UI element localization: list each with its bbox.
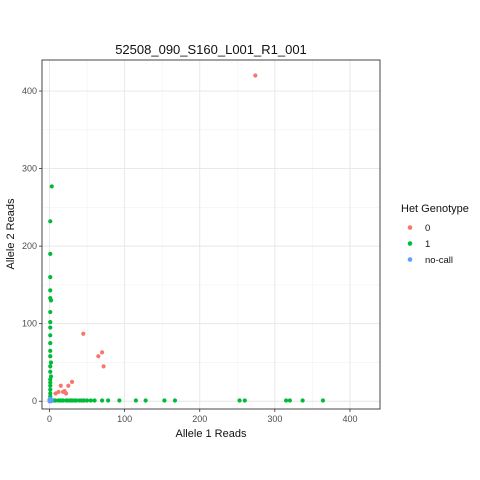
x-tick-label: 100: [117, 414, 132, 424]
data-point: [92, 398, 97, 403]
data-point: [48, 309, 53, 315]
data-point: [53, 391, 58, 396]
data-point: [48, 288, 53, 293]
series-0: [53, 73, 258, 396]
data-point: [48, 387, 53, 392]
data-point: [48, 320, 53, 325]
data-point: [60, 398, 66, 403]
data-point: [287, 398, 292, 403]
data-point: [320, 398, 326, 403]
data-point: [48, 369, 53, 374]
data-point: [66, 383, 71, 388]
data-point: [101, 364, 106, 369]
data-point: [143, 398, 148, 403]
data-point: [63, 391, 69, 396]
legend-label: no-call: [425, 255, 453, 266]
data-point: [48, 380, 53, 385]
legend: Het Genotype 0 1 no-call: [401, 203, 469, 266]
y-tick-label: 400: [22, 86, 37, 96]
data-point: [48, 354, 53, 359]
y-tick-label: 300: [22, 164, 37, 174]
data-point: [48, 219, 53, 224]
data-point: [48, 364, 53, 369]
legend-key: [407, 241, 413, 246]
series-no-call: [47, 396, 54, 404]
x-tick-label: 400: [342, 414, 357, 424]
data-point: [81, 331, 86, 336]
data-point: [48, 348, 53, 353]
data-point: [133, 398, 138, 403]
data-point: [49, 184, 54, 189]
data-point: [48, 391, 53, 396]
x-axis-title: Allele 1 Reads: [176, 428, 247, 440]
legend-title: Het Genotype: [401, 203, 469, 215]
legend-items: 0 1 no-call: [407, 223, 453, 266]
data-point: [48, 383, 53, 388]
data-point: [48, 298, 54, 303]
data-point: [48, 377, 53, 382]
data-point: [284, 398, 289, 403]
data-point: [81, 398, 87, 403]
legend-key: [407, 225, 413, 230]
data-point: [48, 251, 53, 256]
data-point: [88, 398, 93, 403]
data-point: [84, 398, 90, 403]
data-point: [172, 398, 178, 403]
data-point: [117, 398, 122, 403]
data-point: [105, 398, 111, 403]
data-point: [99, 398, 105, 403]
x-tick-label: 0: [47, 414, 52, 424]
data-point: [253, 73, 258, 78]
data-point: [48, 360, 54, 365]
data-point: [48, 397, 54, 402]
data-point: [237, 398, 242, 403]
data-point: [48, 333, 53, 338]
chart-title: 52508_090_S160_L001_R1_001: [115, 42, 307, 57]
legend-key: [407, 257, 413, 262]
data-point: [53, 398, 58, 403]
y-axis: 0 100 200 300 400: [22, 86, 42, 406]
x-tick-label: 300: [267, 414, 282, 424]
data-point: [162, 398, 167, 403]
data-point: [48, 275, 53, 280]
legend-label: 1: [425, 239, 430, 250]
data-points: [47, 73, 326, 404]
y-axis-title: Allele 2 Reads: [5, 198, 17, 269]
y-tick-label: 0: [32, 396, 37, 406]
data-point: [96, 354, 101, 359]
data-point: [48, 325, 53, 330]
panel-border: [41, 59, 381, 410]
y-tick-label: 200: [22, 241, 37, 251]
data-point: [242, 398, 247, 403]
x-tick-label: 200: [192, 414, 207, 424]
data-point: [58, 383, 63, 388]
x-axis: 0 100 200 300 400: [47, 409, 357, 424]
data-point: [74, 398, 79, 403]
series-1: [48, 184, 326, 403]
data-point: [48, 340, 53, 346]
data-point: [69, 379, 75, 384]
y-tick-label: 100: [22, 319, 37, 329]
data-point: [99, 350, 105, 355]
data-point: [300, 398, 305, 403]
legend-label: 0: [425, 223, 430, 234]
